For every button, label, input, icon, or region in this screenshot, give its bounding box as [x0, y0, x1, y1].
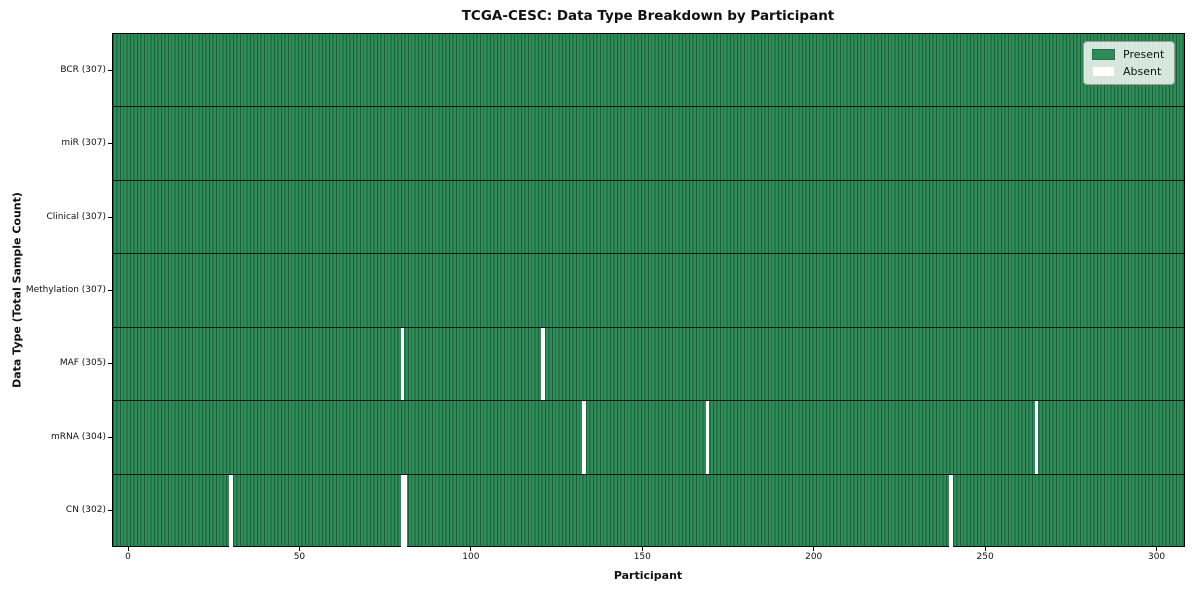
y-tick-label-maf: MAF (305) — [59, 358, 106, 369]
absent-stripe — [403, 474, 408, 548]
x-tick-mark — [127, 547, 129, 551]
absent-stripe — [705, 401, 710, 474]
y-tick-label-cn: CN (302) — [65, 505, 106, 516]
y-tick-mark — [108, 143, 112, 145]
y-tick-label-methylation: Methylation (307) — [25, 285, 106, 295]
row-mir — [113, 107, 1184, 181]
x-tick-mark — [813, 547, 815, 551]
x-tick-label-200: 200 — [805, 552, 823, 562]
y-tick-mark — [108, 436, 112, 438]
absent-stripe — [400, 474, 404, 548]
row-methylation — [113, 254, 1184, 328]
legend-label-present: Present — [1123, 48, 1165, 61]
x-tick-label-150: 150 — [633, 552, 651, 562]
x-tick-label-50: 50 — [293, 552, 306, 562]
absent-stripe — [400, 327, 404, 401]
y-tick-mark — [108, 216, 112, 218]
absent-stripe — [582, 401, 586, 474]
legend-label-absent: Absent — [1123, 65, 1162, 78]
absent-stripe — [541, 327, 545, 401]
legend-item-absent: Absent — [1092, 65, 1164, 78]
y-tick-label-mir: miR (307) — [61, 138, 106, 149]
plot-area — [112, 33, 1185, 548]
y-tick-label-bcr: BCR (307) — [60, 64, 106, 75]
absent-stripe — [1034, 401, 1039, 474]
x-tick-mark — [1156, 547, 1158, 551]
legend-item-present: Present — [1092, 48, 1164, 61]
absent-stripe — [949, 474, 953, 548]
x-tick-label-100: 100 — [462, 552, 480, 562]
x-tick-mark — [641, 547, 643, 551]
y-tick-mark — [108, 363, 112, 365]
row-cn — [113, 474, 1184, 548]
x-tick-mark — [984, 547, 986, 551]
legend: Present Absent — [1083, 41, 1176, 85]
x-tick-mark — [298, 547, 300, 551]
x-tick-mark — [470, 547, 472, 551]
row-clinical — [113, 181, 1184, 255]
x-tick-label-250: 250 — [976, 552, 994, 562]
y-tick-mark — [108, 69, 112, 71]
y-axis-label: Data Type (Total Sample Count) — [10, 192, 24, 388]
y-tick-label-mrna: mRNA (304) — [51, 431, 106, 442]
row-maf — [113, 327, 1184, 402]
row-bcr — [113, 34, 1184, 108]
y-tick-mark — [108, 290, 112, 291]
y-tick-label-clinical: Clinical (307) — [46, 211, 106, 222]
x-tick-label-300: 300 — [1147, 552, 1166, 562]
chart-title: TCGA-CESC: Data Type Breakdown by Partic… — [461, 8, 835, 24]
row-mrna — [113, 401, 1184, 475]
x-axis-label: Participant — [613, 569, 683, 582]
absent-swatch-icon — [1092, 66, 1115, 77]
x-tick-label-0: 0 — [125, 552, 131, 562]
present-swatch-icon — [1092, 49, 1115, 60]
y-tick-mark — [108, 510, 112, 512]
absent-stripe — [229, 474, 233, 548]
